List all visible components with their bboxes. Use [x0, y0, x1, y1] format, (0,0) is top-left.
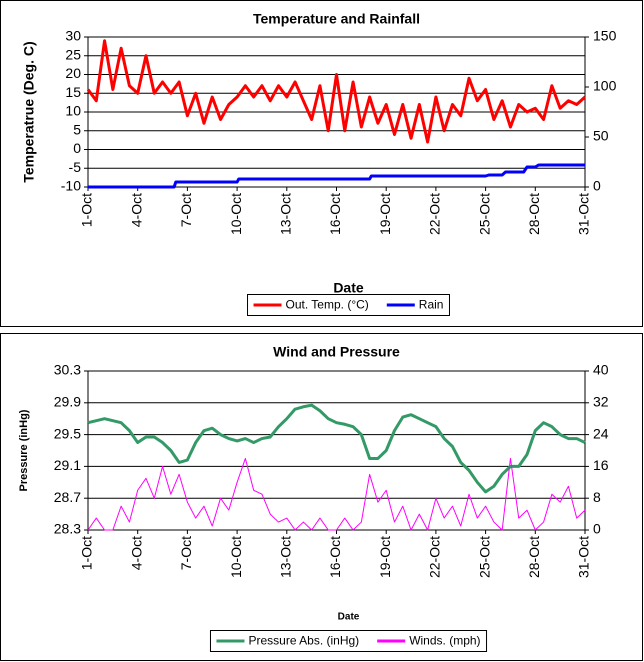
y-tick-label: 30.3 [54, 362, 81, 378]
legend: Pressure Abs. (inHg) Winds. (mph) [209, 630, 488, 652]
x-tick-label: 31-Oct [576, 193, 592, 235]
x-axis-title: Date [333, 280, 364, 296]
y-tick-label: 29.1 [54, 457, 81, 473]
series-line [87, 403, 586, 494]
x-tick-label: 31-Oct [576, 536, 592, 578]
panel-frame [0, 333, 643, 661]
y-tick-label: 29.5 [54, 425, 81, 441]
legend-box [247, 294, 450, 316]
legend-box [209, 630, 488, 652]
y-tick-label: 15 [65, 84, 81, 100]
y-tick-label: 0 [73, 140, 81, 156]
legend-label: Out. Temp. (°C) [286, 298, 369, 312]
y-tick-label: 20 [65, 65, 81, 81]
x-axis-title: Date [338, 612, 360, 623]
x-tick-label: 19-Oct [377, 536, 393, 578]
legend-label: Winds. (mph) [409, 634, 480, 648]
chart-title: Wind and Pressure [273, 344, 400, 360]
x-tick-label: 28-Oct [526, 536, 542, 578]
series-line [88, 163, 585, 189]
y-tick-label: -5 [69, 159, 82, 175]
x-tick-label: 7-Oct [178, 536, 194, 570]
chart-title: Temperature and Rainfall [253, 11, 420, 27]
x-tick-label: 7-Oct [178, 193, 194, 227]
y2-tick-label: 40 [593, 362, 609, 378]
y-axis-title: Pressure (inHg) [18, 409, 30, 491]
y2-tick-label: 32 [593, 394, 609, 410]
x-tick-label: 16-Oct [327, 536, 343, 578]
x-tick-label: 25-Oct [476, 193, 492, 235]
x-tick-label: 16-Oct [327, 193, 343, 235]
x-tick-label: 1-Oct [79, 193, 95, 227]
y-tick-label: 10 [65, 103, 81, 119]
x-tick-label: 25-Oct [476, 536, 492, 578]
legend-label: Rain [419, 298, 444, 312]
y-tick-label: 30 [65, 28, 81, 44]
y2-tick-label: 150 [593, 28, 617, 44]
y-tick-label: 25 [65, 46, 81, 62]
x-tick-label: 10-Oct [228, 536, 244, 578]
x-tick-label: 19-Oct [377, 193, 393, 235]
y2-tick-label: 0 [593, 521, 601, 537]
legend-label: Pressure Abs. (inHg) [248, 634, 359, 648]
y-tick-label: 28.7 [54, 489, 81, 505]
x-tick-label: 13-Oct [278, 536, 294, 578]
y2-tick-label: 8 [593, 489, 601, 505]
series-line [86, 39, 587, 144]
x-tick-label: 4-Oct [128, 193, 144, 227]
legend: Out. Temp. (°C) Rain [247, 294, 450, 316]
y-tick-label: 29.9 [54, 394, 81, 410]
x-tick-label: 4-Oct [128, 536, 144, 570]
y-axis-title: Temperatrue (Deg. C) [21, 41, 37, 182]
y2-tick-label: 50 [593, 128, 609, 144]
y2-tick-label: 16 [593, 457, 609, 473]
y-tick-label: 28.3 [54, 521, 81, 537]
x-tick-label: 13-Oct [278, 193, 294, 235]
y-tick-label: 5 [73, 121, 81, 137]
y2-tick-label: 0 [593, 178, 601, 194]
series-line [87, 457, 586, 531]
x-tick-label: 22-Oct [427, 536, 443, 578]
y2-tick-label: 24 [593, 425, 609, 441]
x-tick-label: 22-Oct [427, 193, 443, 235]
x-tick-label: 10-Oct [228, 193, 244, 235]
x-tick-label: 1-Oct [79, 536, 95, 570]
x-tick-label: 28-Oct [526, 193, 542, 235]
y-tick-label: -10 [61, 178, 81, 194]
y2-tick-label: 100 [593, 78, 617, 94]
